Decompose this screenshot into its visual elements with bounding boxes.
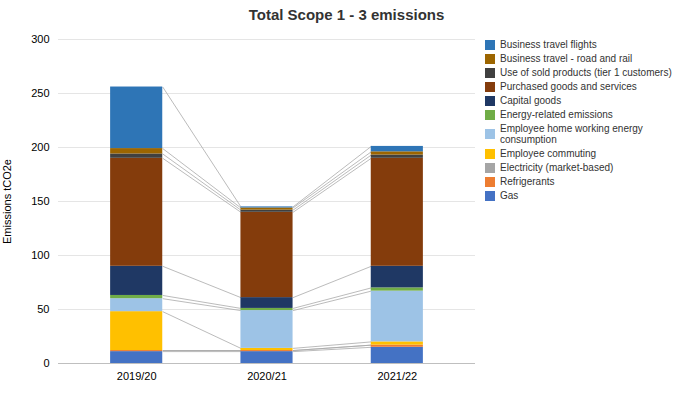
html-text:Business travel - road and rai: Business travel - road and rail — [500, 53, 633, 64]
html-text:Refrigerants: Refrigerants — [500, 176, 555, 187]
html-text:Employee home working energy c: Employee home working energy consumption — [500, 123, 643, 145]
svg-text:2020/21: 2020/21 — [247, 370, 287, 382]
html-text:Electricity (market-based): Electricity (market-based) — [500, 162, 614, 173]
svg-text:Emissions tCO2e: Emissions tCO2e — [1, 159, 13, 244]
html-text:Purchased goods and services: Purchased goods and services — [500, 81, 637, 92]
svg-text:0: 0 — [43, 357, 49, 369]
svg-text:2021/22: 2021/22 — [377, 370, 417, 382]
html-text:Total Scope 1 - 3 emissions: Total Scope 1 - 3 emissions — [248, 6, 445, 23]
html-text:Use of sold products (tier 1 c: Use of sold products (tier 1 customers) — [500, 67, 672, 78]
svg-text:100: 100 — [31, 249, 49, 261]
svg-text:250: 250 — [31, 87, 49, 99]
html-text:Energy-related emissions: Energy-related emissions — [500, 109, 613, 120]
svg-text:50: 50 — [37, 303, 49, 315]
html-text:Gas: Gas — [500, 190, 519, 201]
svg-text:300: 300 — [31, 33, 49, 45]
html-text:Employee commuting: Employee commuting — [500, 148, 597, 159]
svg-text:2019/20: 2019/20 — [117, 370, 157, 382]
svg-text:200: 200 — [31, 141, 49, 153]
html-text:Business travel flights: Business travel flights — [500, 39, 597, 50]
html-text:Capital goods: Capital goods — [500, 95, 562, 106]
svg-text:150: 150 — [31, 195, 49, 207]
